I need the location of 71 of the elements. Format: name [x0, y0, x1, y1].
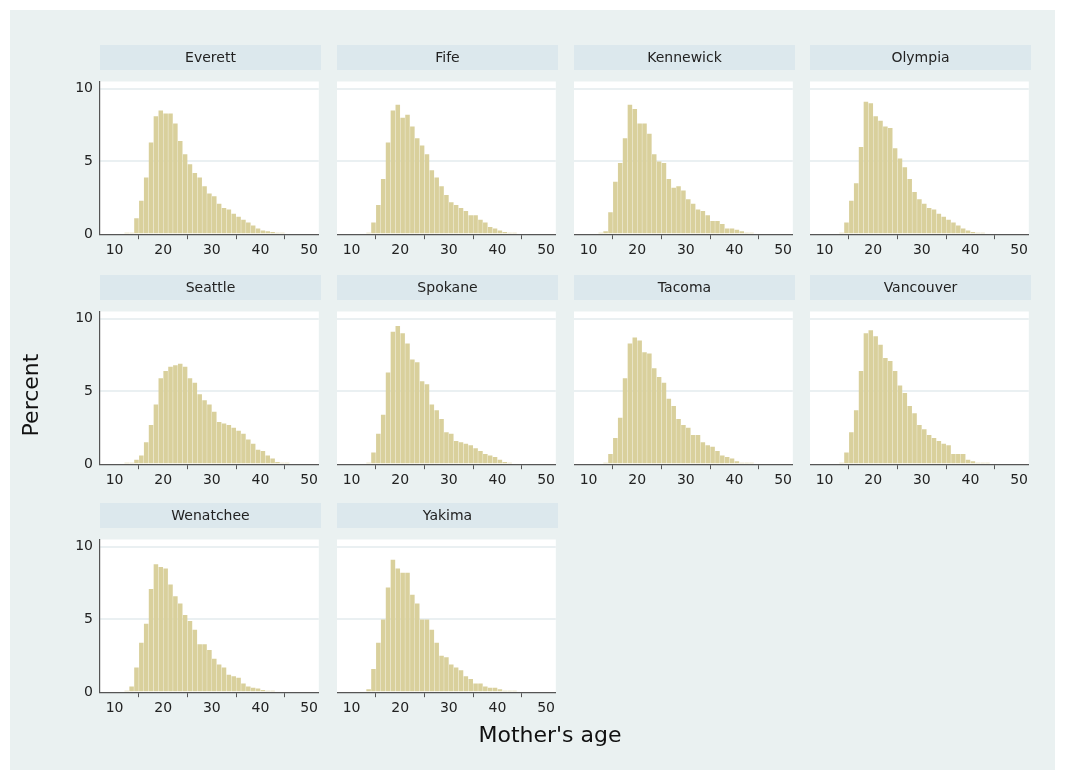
x-tick-label: 10 [105, 241, 124, 258]
x-tick-label: 20 [391, 699, 410, 716]
x-tick-label: 20 [628, 241, 647, 258]
x-tick-label: 10 [342, 241, 361, 258]
x-tick-label: 30 [202, 471, 221, 488]
y-tick-label: 10 [75, 79, 93, 96]
x-tick-label: 40 [961, 241, 980, 258]
x-tick-label: 10 [105, 699, 124, 716]
x-tick-label: 30 [202, 699, 221, 716]
x-tick-label: 40 [725, 241, 744, 258]
y-tick-label: 0 [84, 454, 93, 471]
x-tick-label: 40 [725, 471, 744, 488]
y-tick-label: 10 [75, 309, 93, 326]
x-tick-label: 50 [774, 471, 793, 488]
x-tick-label: 10 [342, 471, 361, 488]
x-tick-label: 20 [154, 471, 173, 488]
x-tick-label: 20 [154, 699, 173, 716]
y-tick-label: 0 [84, 682, 93, 699]
x-tick-label: 50 [774, 241, 793, 258]
x-tick-label: 10 [579, 241, 598, 258]
x-tick-label: 30 [676, 241, 695, 258]
x-tick-label: 50 [300, 241, 319, 258]
x-tick-label: 20 [628, 471, 647, 488]
x-tick-label: 50 [1010, 241, 1029, 258]
x-tick-label: 10 [105, 471, 124, 488]
chart-title: Tacoma [574, 275, 795, 300]
x-tick-label: 50 [537, 241, 556, 258]
chart-title: Yakima [337, 503, 558, 528]
chart-title: Spokane [337, 275, 558, 300]
chart-title: Everett [100, 45, 321, 70]
x-tick-label: 30 [439, 241, 458, 258]
y-tick-label: 10 [75, 537, 93, 554]
x-tick-label: 20 [391, 471, 410, 488]
x-tick-label: 50 [1010, 471, 1029, 488]
x-tick-label: 10 [815, 471, 834, 488]
chart-title: Wenatchee [100, 503, 321, 528]
x-tick-label: 40 [251, 241, 270, 258]
x-tick-label: 40 [251, 699, 270, 716]
x-tick-label: 40 [488, 241, 507, 258]
x-tick-label: 20 [391, 241, 410, 258]
x-tick-label: 10 [342, 699, 361, 716]
y-tick-label: 5 [84, 610, 93, 627]
x-tick-label: 50 [300, 471, 319, 488]
x-tick-label: 20 [864, 471, 883, 488]
x-tick-label: 40 [961, 471, 980, 488]
x-tick-label: 20 [154, 241, 173, 258]
y-tick-label: 5 [84, 382, 93, 399]
chart-title: Seattle [100, 275, 321, 300]
x-tick-label: 40 [251, 471, 270, 488]
chart-title: Kennewick [574, 45, 795, 70]
chart-title: Olympia [810, 45, 1031, 70]
x-tick-label: 10 [579, 471, 598, 488]
x-tick-label: 40 [488, 471, 507, 488]
x-tick-label: 30 [202, 241, 221, 258]
x-tick-label: 30 [912, 471, 931, 488]
x-tick-label: 50 [300, 699, 319, 716]
chart-title: Fife [337, 45, 558, 70]
y-tick-label: 5 [84, 152, 93, 169]
x-tick-label: 20 [864, 241, 883, 258]
x-tick-label: 10 [815, 241, 834, 258]
x-tick-label: 30 [676, 471, 695, 488]
x-tick-label: 30 [912, 241, 931, 258]
y-axis-title: Percent [17, 353, 43, 437]
x-tick-label: 30 [439, 699, 458, 716]
x-tick-label: 50 [537, 471, 556, 488]
x-tick-label: 50 [537, 699, 556, 716]
x-tick-label: 30 [439, 471, 458, 488]
chart-title: Vancouver [810, 275, 1031, 300]
x-axis-title: Mother's age [478, 721, 622, 747]
y-tick-label: 0 [84, 224, 93, 241]
x-tick-label: 40 [488, 699, 507, 716]
